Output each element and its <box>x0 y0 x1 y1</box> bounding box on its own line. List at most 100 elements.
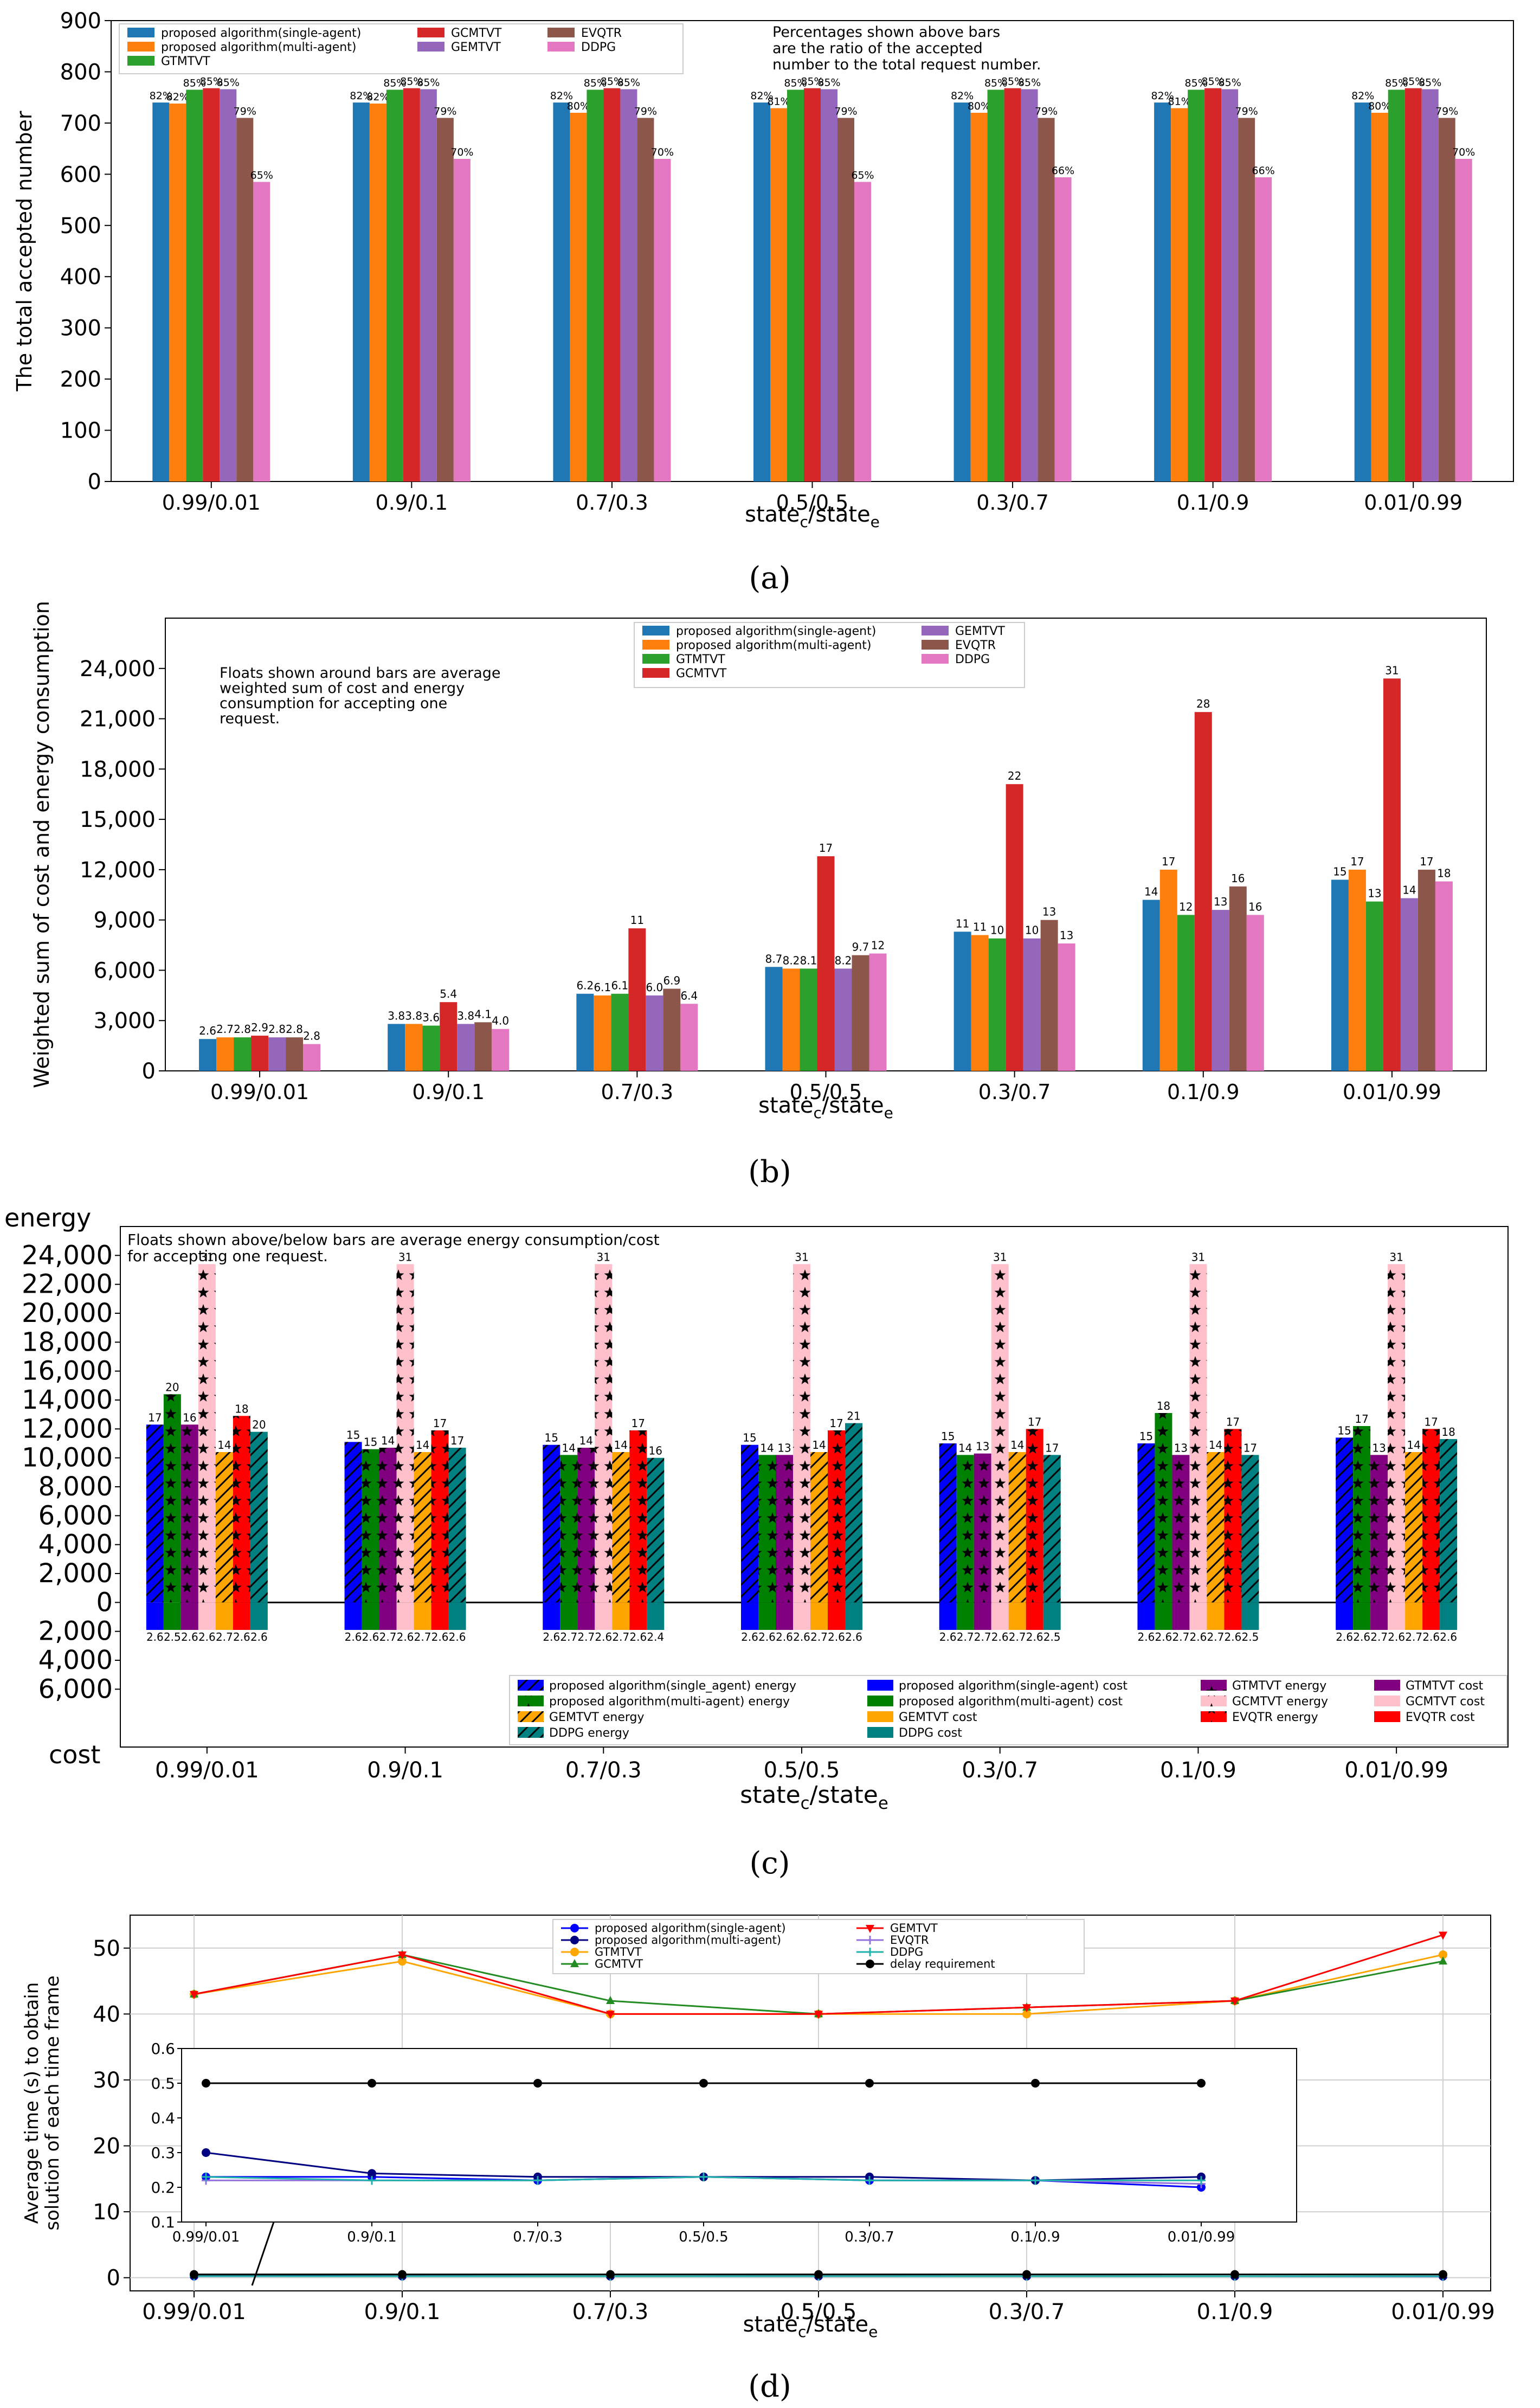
c-cost-bar <box>233 1602 250 1630</box>
c-energy-label: 14 <box>381 1434 395 1447</box>
c-energy-bar <box>181 1424 198 1603</box>
c-cost-label-value: 2.6 <box>758 1630 776 1643</box>
d-inset-point <box>368 2169 376 2178</box>
d-inset-point <box>865 2079 874 2088</box>
c-ytick-label: 22,000 <box>22 1269 113 1300</box>
c-energy-label: 14 <box>812 1439 826 1452</box>
c-legend-box <box>509 1675 1507 1745</box>
b-annotation-line: weighted sum of cost and energy <box>220 680 465 697</box>
c-energy-label: 13 <box>777 1441 791 1454</box>
d-xtick-label: 0.7/0.3 <box>572 2300 649 2324</box>
c-energy-bar <box>448 1448 466 1603</box>
c-cost-bar <box>379 1602 397 1630</box>
a-bar-label: 82% <box>1151 90 1174 102</box>
b-bar <box>817 856 835 1071</box>
c-legend: proposed algorithm(single_agent) energy p… <box>509 1675 1507 1745</box>
b-legend-swatch <box>642 668 669 678</box>
c-cost-label-value: 2.6 <box>793 1630 810 1643</box>
b-bar-label: 2.8 <box>303 1030 320 1043</box>
c-legend-label: EVQTR cost <box>1406 1711 1475 1724</box>
b-bar-label: 3.8 <box>405 1009 422 1022</box>
d-point <box>606 2011 615 2019</box>
b-bar <box>216 1037 234 1071</box>
c-cost-bar <box>250 1602 268 1630</box>
c-cost-bar <box>163 1602 181 1630</box>
c-cost-label-value: 2.6 <box>1388 1630 1405 1643</box>
b-bar <box>765 967 783 1071</box>
c-ytick-label: 16,000 <box>22 1356 113 1386</box>
a-bar-label: 85% <box>1402 76 1425 88</box>
d-legend-label: GEMTVT <box>890 1922 938 1935</box>
b-legend-swatch <box>642 626 669 635</box>
caption-b: (b) <box>748 1154 791 1190</box>
d-legend-marker <box>866 1925 874 1933</box>
a-bar <box>436 118 454 481</box>
d-ytick-label: 10 <box>93 2200 120 2225</box>
c-cost-label-value: 2.6 <box>198 1630 216 1643</box>
c-legend-swatch <box>1201 1696 1227 1706</box>
c-cost-label-value: 2.6 <box>1138 1630 1155 1643</box>
b-bar-label: 12 <box>1179 900 1193 913</box>
a-legend-swatch <box>127 56 154 66</box>
c-legend-label: GEMTVT cost <box>899 1711 977 1724</box>
d-legend: proposed algorithm(single-agent)proposed… <box>552 1919 1085 1974</box>
d-legend-marker <box>570 1948 579 1956</box>
b-bar <box>457 1024 475 1071</box>
c-energy-label: 17 <box>1355 1412 1368 1425</box>
a-bar-label: 82% <box>366 91 389 103</box>
c-cost-label-value: 2.6 <box>629 1630 647 1643</box>
b-bar-label: 13 <box>1060 929 1073 942</box>
c-energy-bar <box>974 1453 991 1603</box>
c-legend-label: proposed algorithm(multi-agent) cost <box>899 1695 1123 1709</box>
a-bar-label: 66% <box>1252 165 1275 177</box>
c-energy-label: 31 <box>993 1250 1007 1263</box>
c-energy-label: 31 <box>597 1250 610 1263</box>
c-cost-label-value: 2.6 <box>1336 1630 1353 1643</box>
a-legend-label: DDPG <box>581 41 616 54</box>
c-cost-bar <box>612 1602 630 1630</box>
c-cost-label-value: 2.6 <box>1026 1630 1043 1643</box>
a-bar-label: 79% <box>1035 105 1058 117</box>
c-energy-label: 17 <box>1243 1441 1257 1454</box>
c-cost-bar <box>1370 1602 1388 1630</box>
c-energy-bar <box>845 1423 862 1603</box>
c-cost-label-value: 2.6 <box>449 1630 466 1643</box>
b-bar-label: 2.8 <box>286 1023 303 1036</box>
c-xtick-label: 0.9/0.1 <box>367 1758 443 1783</box>
a-bar-label: 80% <box>567 100 590 112</box>
c-energy-label: 17 <box>1045 1441 1059 1454</box>
a-bar <box>386 89 403 481</box>
c-legend-label: proposed algorithm(single-agent) cost <box>899 1679 1127 1693</box>
c-cost-label-value: 2.6 <box>828 1630 845 1643</box>
b-bar-label: 2.8 <box>234 1023 251 1036</box>
a-bar-label: 79% <box>1435 105 1458 117</box>
a-bar <box>620 89 637 482</box>
a-bar-label: 81% <box>1168 96 1191 108</box>
c-legend-label: GTMTVT energy <box>1232 1679 1326 1693</box>
a-bar-label: 85% <box>601 76 623 88</box>
b-bar <box>834 968 852 1071</box>
b-bar-label: 4.1 <box>474 1007 492 1020</box>
b-ytick-label: 15,000 <box>80 807 156 832</box>
caption-d: (d) <box>748 2369 791 2404</box>
c-ytick-label: 6,000 <box>38 1500 113 1531</box>
a-annotation-line: number to the total request number. <box>772 56 1041 73</box>
a-ytick-label: 100 <box>60 419 101 444</box>
c-energy-bar <box>939 1443 957 1603</box>
d-inset-xtick-label: 0.5/0.5 <box>679 2229 728 2245</box>
c-cost-bar <box>1336 1602 1354 1630</box>
b-ytick-label: 9,000 <box>93 908 156 933</box>
b-bar-label: 18 <box>1437 867 1451 880</box>
b-bar <box>422 1025 440 1071</box>
d-inset-ytick-label: 0.5 <box>151 2075 175 2092</box>
c-cost-bar <box>362 1602 379 1630</box>
c-energy-bar <box>758 1455 776 1603</box>
b-legend-label: GCMTVT <box>676 667 727 680</box>
c-cost-bar <box>1405 1602 1423 1630</box>
c-legend-label: DDPG cost <box>899 1726 962 1740</box>
b-bar <box>1159 869 1177 1071</box>
b-bar <box>594 995 611 1071</box>
b-bar <box>1040 920 1058 1071</box>
c-energy-bar <box>344 1442 362 1603</box>
b-bar-label: 4.0 <box>492 1014 509 1028</box>
